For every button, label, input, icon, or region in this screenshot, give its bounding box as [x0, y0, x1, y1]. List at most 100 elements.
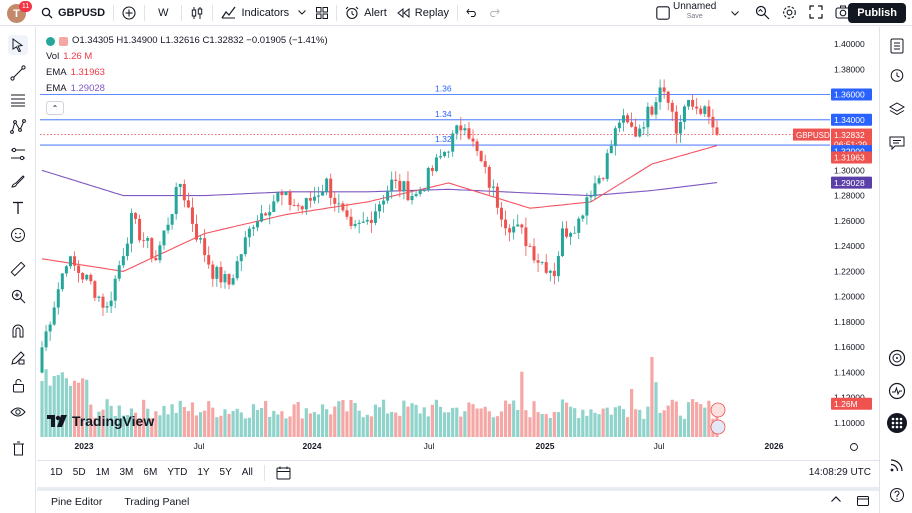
volume-legend[interactable]: Vol 1.26 M — [46, 49, 328, 65]
publish-button[interactable]: Publish — [848, 3, 906, 23]
tradingview-logo[interactable]: TradingView — [47, 413, 154, 429]
candle-body — [211, 264, 215, 279]
target-button[interactable] — [887, 348, 907, 368]
zoom-tool[interactable] — [8, 286, 28, 306]
range-1y[interactable]: 1Y — [197, 467, 210, 478]
volume-bar — [621, 409, 626, 437]
trend-line-tool[interactable] — [8, 63, 28, 83]
interval-button[interactable]: W — [158, 6, 169, 19]
indicators-button[interactable]: Indicators — [216, 0, 311, 26]
price-tick-7: 1.26000 — [834, 216, 865, 226]
delete-tool[interactable] — [8, 438, 28, 458]
volume-bar — [581, 409, 585, 437]
lock-tool[interactable] — [8, 375, 28, 395]
candle-body — [166, 224, 170, 231]
fullscreen-icon[interactable] — [809, 5, 823, 19]
price-tick-9: 1.22000 — [834, 266, 865, 276]
candle-body — [288, 191, 292, 206]
watchlist-button[interactable] — [887, 36, 907, 56]
ema-fast-legend[interactable]: EMA 1.31963 — [46, 65, 328, 81]
visibility-tool[interactable] — [8, 402, 28, 422]
alerts-button[interactable] — [887, 65, 907, 85]
legend-collapse-button[interactable]: ⌃ — [46, 101, 64, 115]
pine-editor-tab[interactable]: Pine Editor — [51, 496, 103, 508]
layers-button[interactable] — [887, 99, 907, 119]
gear-icon[interactable] — [782, 5, 797, 20]
pulse-button[interactable] — [887, 381, 907, 401]
price-tick-13: 1.14000 — [834, 367, 865, 377]
volume-value: 1.26 M — [63, 51, 93, 62]
trading-panel-tab[interactable]: Trading Panel — [124, 496, 190, 508]
help-button[interactable] — [887, 485, 907, 505]
candle-body — [414, 194, 418, 196]
alert-button[interactable]: Alert — [340, 0, 392, 26]
candle-body — [40, 347, 44, 373]
volume-bar — [255, 409, 260, 437]
utc-clock[interactable]: 14:08:29 UTC — [808, 467, 871, 478]
range-1m[interactable]: 1M — [95, 467, 110, 478]
candle-body — [174, 187, 178, 215]
chart-pane[interactable]: 1.36 1.34 1.32 1.40000 1.38000 1.36000 1.3400… — [37, 27, 879, 460]
range-ytd[interactable]: YTD — [167, 467, 188, 478]
range-bar: 1D 5D 1M 3M 6M YTD 1Y 5Y All 14:08:29 UT… — [37, 460, 879, 484]
candle-body — [711, 116, 715, 128]
price-chart[interactable]: 1.36 1.34 1.32 1.40000 1.38000 1.36000 1.3400… — [37, 27, 879, 460]
volume-bar — [198, 412, 203, 437]
fib-tool[interactable] — [8, 90, 28, 110]
volume-bar — [516, 410, 520, 437]
patterns-tool[interactable] — [8, 117, 28, 137]
range-6m[interactable]: 6M — [143, 467, 158, 478]
ema-slow-legend[interactable]: EMA 1.29028 — [46, 81, 328, 97]
time-tick-6: 2026 — [765, 441, 784, 451]
emoji-tool[interactable] — [8, 225, 28, 245]
stream-button[interactable] — [887, 455, 907, 475]
volume-bar — [81, 378, 85, 437]
range-5y[interactable]: 5Y — [219, 467, 232, 478]
templates-button[interactable] — [311, 0, 333, 26]
stay-drawing-tool[interactable] — [8, 348, 28, 368]
volume-bar — [158, 415, 162, 437]
volume-bar — [699, 403, 703, 437]
candle-body — [85, 274, 89, 280]
layout-square-icon[interactable] — [656, 6, 670, 20]
last-price: 1.32832 — [834, 130, 865, 140]
replay-button[interactable]: Replay — [392, 0, 454, 26]
volume-bar — [308, 413, 312, 437]
chevron-up-icon[interactable] — [831, 496, 841, 502]
candle-body — [390, 179, 394, 192]
volume-bar — [113, 415, 117, 437]
undo-button[interactable] — [461, 0, 483, 26]
volume-bar — [162, 405, 166, 437]
candle-body — [89, 274, 93, 282]
candle-body — [48, 324, 52, 332]
range-1d[interactable]: 1D — [50, 467, 63, 478]
symbol-search-button[interactable]: GBPUSD — [36, 0, 110, 26]
range-all[interactable]: All — [241, 467, 253, 478]
cursor-tool[interactable] — [8, 35, 28, 55]
compare-button[interactable] — [117, 0, 141, 26]
apps-button[interactable] — [887, 413, 907, 433]
quick-search-icon[interactable] — [755, 5, 770, 20]
chat-button[interactable] — [887, 133, 907, 153]
text-tool[interactable] — [8, 198, 28, 218]
range-5d[interactable]: 5D — [72, 467, 86, 478]
range-3m[interactable]: 3M — [119, 467, 134, 478]
chart-type-button[interactable] — [185, 0, 209, 26]
layout-name-button[interactable]: Unnamed Save — [673, 2, 716, 22]
chevron-down-icon[interactable] — [731, 11, 739, 16]
prediction-tool[interactable] — [8, 144, 28, 164]
candle-body — [483, 161, 487, 167]
measure-tool[interactable] — [8, 259, 28, 279]
candle-body — [235, 261, 239, 279]
calendar-range-icon[interactable] — [276, 466, 291, 480]
candle-body — [268, 212, 272, 216]
candle-body — [609, 145, 613, 154]
time-tick-3: Jul — [424, 441, 435, 451]
volume-bar — [264, 400, 268, 437]
ohlc-row[interactable]: O1.34305 H1.34900 L1.32616 C1.32832 −0.0… — [46, 33, 328, 49]
volume-bar — [630, 388, 634, 437]
magnet-tool[interactable] — [8, 321, 28, 341]
brush-tool[interactable] — [8, 171, 28, 191]
maximize-panel-icon[interactable] — [857, 496, 869, 506]
redo-button[interactable] — [483, 0, 505, 26]
